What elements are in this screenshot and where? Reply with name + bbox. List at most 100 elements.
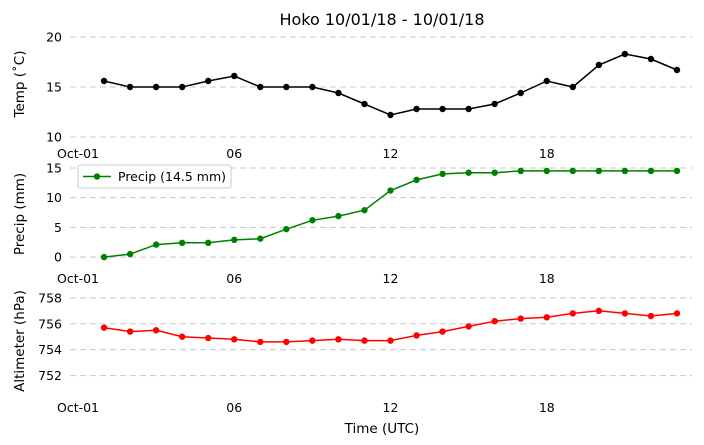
data-point [439, 170, 446, 178]
data-point [152, 241, 160, 248]
data-point [413, 176, 420, 184]
y-tick-label: 10 [46, 130, 62, 145]
y-tick-label: 20 [46, 30, 62, 45]
data-point [517, 167, 524, 175]
data-point [387, 187, 394, 194]
data-point [361, 206, 368, 214]
data-point [413, 105, 420, 113]
data-point [152, 83, 160, 91]
legend-label: Precip (14.5 mm) [118, 169, 226, 184]
data-point [517, 315, 524, 322]
data-point [309, 83, 316, 91]
x-tick-label: 12 [383, 400, 399, 415]
data-point [257, 235, 264, 242]
panel-3: 752 754 756 758 Oct-01 06 12 18 Altimeter (hPa) T… [12, 290, 692, 437]
y-tick-label: 754 [38, 342, 62, 357]
data-point [673, 167, 681, 175]
data-point [205, 334, 212, 342]
data-point [178, 83, 186, 91]
data-point [517, 89, 524, 97]
x-tick-label: Oct-01 [57, 146, 99, 161]
data-point [465, 105, 472, 113]
data-point [673, 310, 681, 317]
panel-2: 0 5 10 15 Oct-01 06 12 18 Precip (mm) Precip (14.… [12, 160, 692, 286]
data-point [595, 307, 603, 315]
data-point [100, 253, 108, 261]
data-point [491, 317, 498, 325]
y-tick-label: 15 [46, 160, 62, 175]
data-point [100, 77, 108, 85]
data-point [205, 77, 212, 85]
data-point [257, 338, 264, 346]
data-point [413, 332, 420, 339]
x-tick-label: 06 [226, 271, 242, 286]
y-tick-label: 10 [46, 190, 62, 205]
data-point [647, 55, 655, 63]
data-point [257, 83, 264, 91]
series-line [103, 310, 678, 343]
data-point [335, 89, 342, 97]
data-point [439, 328, 446, 335]
y-tick-label: 0 [54, 250, 62, 265]
y-tick-label: 15 [46, 80, 62, 95]
data-point [126, 83, 134, 91]
data-point [491, 100, 498, 108]
data-point [361, 337, 368, 344]
x-tick-label: 06 [226, 400, 242, 415]
x-tick-label: 18 [539, 400, 555, 415]
data-point [647, 167, 655, 175]
data-point [309, 337, 316, 344]
x-tick-label: 12 [383, 271, 399, 286]
data-point [231, 236, 238, 244]
data-point [543, 167, 550, 175]
x-tick-label: Oct-01 [57, 400, 99, 415]
data-point [205, 239, 212, 247]
y-tick-label: 752 [38, 368, 62, 383]
data-point [465, 169, 472, 176]
chart-title: Hoko 10/01/18 - 10/01/18 [279, 10, 484, 29]
data-point [621, 310, 629, 317]
data-point [152, 327, 160, 334]
data-point [231, 336, 238, 343]
data-point [283, 83, 290, 91]
data-point [283, 338, 290, 346]
data-point [543, 314, 550, 321]
data-point [126, 328, 134, 335]
data-point [231, 72, 238, 80]
legend: Precip (14.5 mm) [77, 164, 232, 189]
data-point [126, 250, 134, 258]
data-point [335, 212, 342, 220]
data-point [178, 239, 186, 247]
data-point [178, 333, 186, 340]
x-axis-label: Time (UTC) [344, 421, 420, 437]
data-point [361, 100, 368, 108]
data-point [387, 111, 394, 119]
y-tick-label: 5 [54, 220, 62, 235]
data-point [621, 167, 629, 175]
data-point [569, 310, 577, 317]
x-tick-label: Oct-01 [57, 271, 99, 286]
data-point [491, 169, 498, 176]
data-point [595, 167, 603, 175]
y-tick-label: 758 [38, 290, 62, 305]
data-point [100, 324, 108, 331]
y-axis-label: Precip (mm) [12, 173, 28, 255]
data-point [595, 61, 603, 69]
data-point [465, 323, 472, 330]
legend-frame [77, 164, 232, 189]
data-point [335, 336, 342, 343]
x-tick-label: 18 [539, 146, 555, 161]
data-point [569, 83, 577, 91]
y-axis-label: Temp (˚C) [11, 51, 28, 119]
y-tick-label: 756 [38, 316, 62, 331]
data-point [621, 50, 629, 58]
y-axis-label: Altimeter (hPa) [12, 290, 28, 392]
series-line [103, 53, 678, 116]
panel-1: 10 15 20 Oct-01 06 12 18 Temp (˚C) [11, 30, 692, 161]
x-tick-label: 06 [226, 146, 242, 161]
data-point [439, 105, 446, 113]
x-tick-label: 12 [383, 146, 399, 161]
data-point [569, 167, 577, 175]
data-point [647, 312, 655, 320]
x-tick-label: 18 [539, 271, 555, 286]
